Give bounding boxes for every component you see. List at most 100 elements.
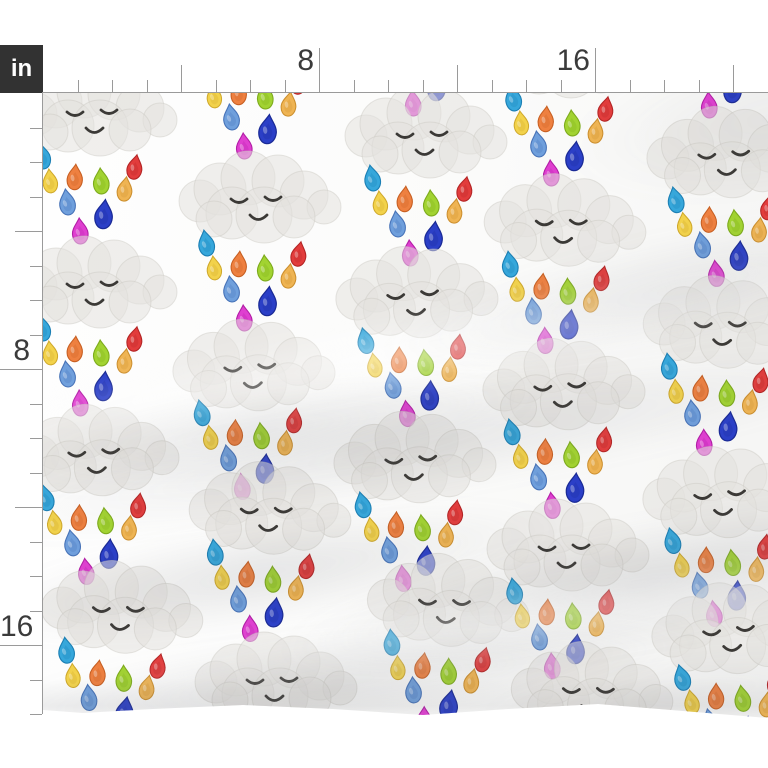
raindrop-dark-blue bbox=[723, 93, 742, 104]
ruler-tick-top bbox=[733, 65, 734, 92]
cloud-motif bbox=[43, 403, 180, 585]
raindrop-periwinkle bbox=[220, 443, 237, 472]
raindrop-red bbox=[286, 407, 303, 434]
raindrop-green bbox=[734, 684, 752, 712]
raindrop-orange bbox=[692, 374, 709, 402]
cloud-eye bbox=[273, 506, 293, 514]
raindrop-green bbox=[92, 338, 110, 367]
ruler-tick-top bbox=[354, 80, 355, 92]
raindrop-green bbox=[256, 253, 274, 282]
cloud-smile bbox=[435, 616, 456, 624]
raindrop-dark-blue bbox=[729, 239, 749, 271]
raindrop-amber bbox=[116, 347, 133, 374]
raindrop-yellow bbox=[372, 189, 389, 216]
raindrop-amber bbox=[587, 117, 604, 144]
raindrop-periwinkle bbox=[531, 622, 548, 651]
raindrop-amber bbox=[748, 555, 765, 582]
raindrop-yellow bbox=[674, 552, 690, 578]
raindrop-orange bbox=[226, 418, 244, 446]
ruler-tick-top bbox=[664, 80, 665, 92]
ruler-tick-top bbox=[388, 80, 389, 92]
raindrop-periwinkle bbox=[405, 675, 422, 704]
raindrop-periwinkle bbox=[384, 371, 402, 399]
raindrop-dark-blue bbox=[559, 308, 579, 340]
raindrop-green bbox=[718, 379, 736, 407]
cloud-eye bbox=[263, 195, 283, 202]
raindrop-red bbox=[760, 194, 768, 221]
raindrop-sky-blue bbox=[364, 164, 382, 192]
raindrop-sky-blue bbox=[354, 490, 372, 519]
raindrop-periwinkle bbox=[684, 398, 701, 427]
raindrop-periwinkle bbox=[381, 535, 398, 564]
raindrop-red bbox=[290, 93, 307, 95]
cloud-motif bbox=[206, 93, 307, 160]
ruler-tick-left bbox=[30, 576, 42, 577]
ruler-tick-left bbox=[30, 714, 42, 715]
raindrop-orange bbox=[538, 598, 555, 626]
raindrop-dark-blue bbox=[420, 379, 440, 411]
raindrop-red bbox=[456, 175, 473, 202]
raindrop-yellow bbox=[668, 378, 684, 404]
cloud-motif bbox=[510, 641, 674, 718]
raindrop-green bbox=[92, 166, 110, 195]
raindrop-sky-blue bbox=[664, 526, 682, 555]
cloud-smile bbox=[84, 126, 105, 134]
raindrop-green bbox=[422, 188, 440, 217]
cloud-smile bbox=[403, 473, 424, 481]
raindrop-orange bbox=[238, 560, 255, 588]
cloud-eye bbox=[537, 545, 557, 552]
raindrop-sky-blue bbox=[667, 185, 685, 214]
ruler-tick-top bbox=[285, 80, 286, 92]
raindrop-green bbox=[256, 93, 274, 110]
fabric-pattern bbox=[43, 93, 768, 718]
ruler-tick-top bbox=[216, 80, 217, 92]
raindrop-dark-blue bbox=[114, 695, 134, 718]
cloud-eye bbox=[91, 606, 111, 613]
cloud-smile bbox=[722, 643, 743, 652]
ruler-tick-left bbox=[15, 507, 42, 508]
raindrop-red bbox=[593, 265, 610, 292]
cloud-eye bbox=[693, 493, 713, 500]
cloud-motif bbox=[366, 552, 530, 718]
raindrop-red bbox=[598, 588, 615, 615]
raindrop-yellow bbox=[509, 276, 525, 302]
ruler-tick-left bbox=[30, 473, 42, 474]
raindrop-periwinkle bbox=[230, 584, 247, 613]
cloud-eye bbox=[534, 219, 554, 227]
raindrop-amber bbox=[287, 574, 304, 601]
ruler-tick-left bbox=[30, 128, 42, 129]
raindrop-amber bbox=[138, 674, 155, 701]
raindrop-dark-blue bbox=[738, 715, 757, 718]
raindrop-green bbox=[727, 208, 744, 237]
raindrop-sky-blue bbox=[58, 636, 75, 664]
raindrop-magenta bbox=[415, 705, 433, 718]
raindrop-red bbox=[474, 646, 491, 673]
cloud-smile bbox=[110, 623, 130, 631]
raindrop-red bbox=[596, 426, 613, 453]
cloud-smile bbox=[713, 508, 733, 516]
raindrop-periwinkle bbox=[530, 462, 547, 491]
cloud-motif bbox=[335, 246, 499, 428]
raindrop-green bbox=[724, 548, 742, 576]
ruler-unit-box: in bbox=[0, 45, 43, 93]
raindrop-amber bbox=[280, 93, 297, 117]
raindrop-dark-blue bbox=[718, 410, 738, 442]
cloud-motif bbox=[642, 275, 768, 456]
cloud-eye bbox=[429, 130, 449, 137]
ruler-unit-label: in bbox=[10, 55, 33, 82]
ruler-tick-top bbox=[181, 65, 182, 92]
cloud-eye bbox=[126, 605, 145, 613]
ruler-label-top-8: 8 bbox=[297, 44, 314, 77]
raindrop-red bbox=[752, 367, 768, 394]
raindrop-yellow bbox=[43, 167, 59, 194]
raindrop-dark-blue bbox=[439, 688, 459, 718]
raindrop-green bbox=[564, 601, 582, 630]
ruler-tick-left bbox=[30, 404, 42, 405]
cloud-eye bbox=[65, 110, 85, 117]
raindrop-red bbox=[126, 153, 143, 180]
raindrop-yellow bbox=[206, 254, 223, 281]
raindrop-yellow bbox=[514, 602, 531, 629]
cloud-smile bbox=[556, 561, 577, 569]
ruler-tick-top bbox=[423, 80, 424, 92]
raindrop-orange bbox=[66, 163, 83, 191]
